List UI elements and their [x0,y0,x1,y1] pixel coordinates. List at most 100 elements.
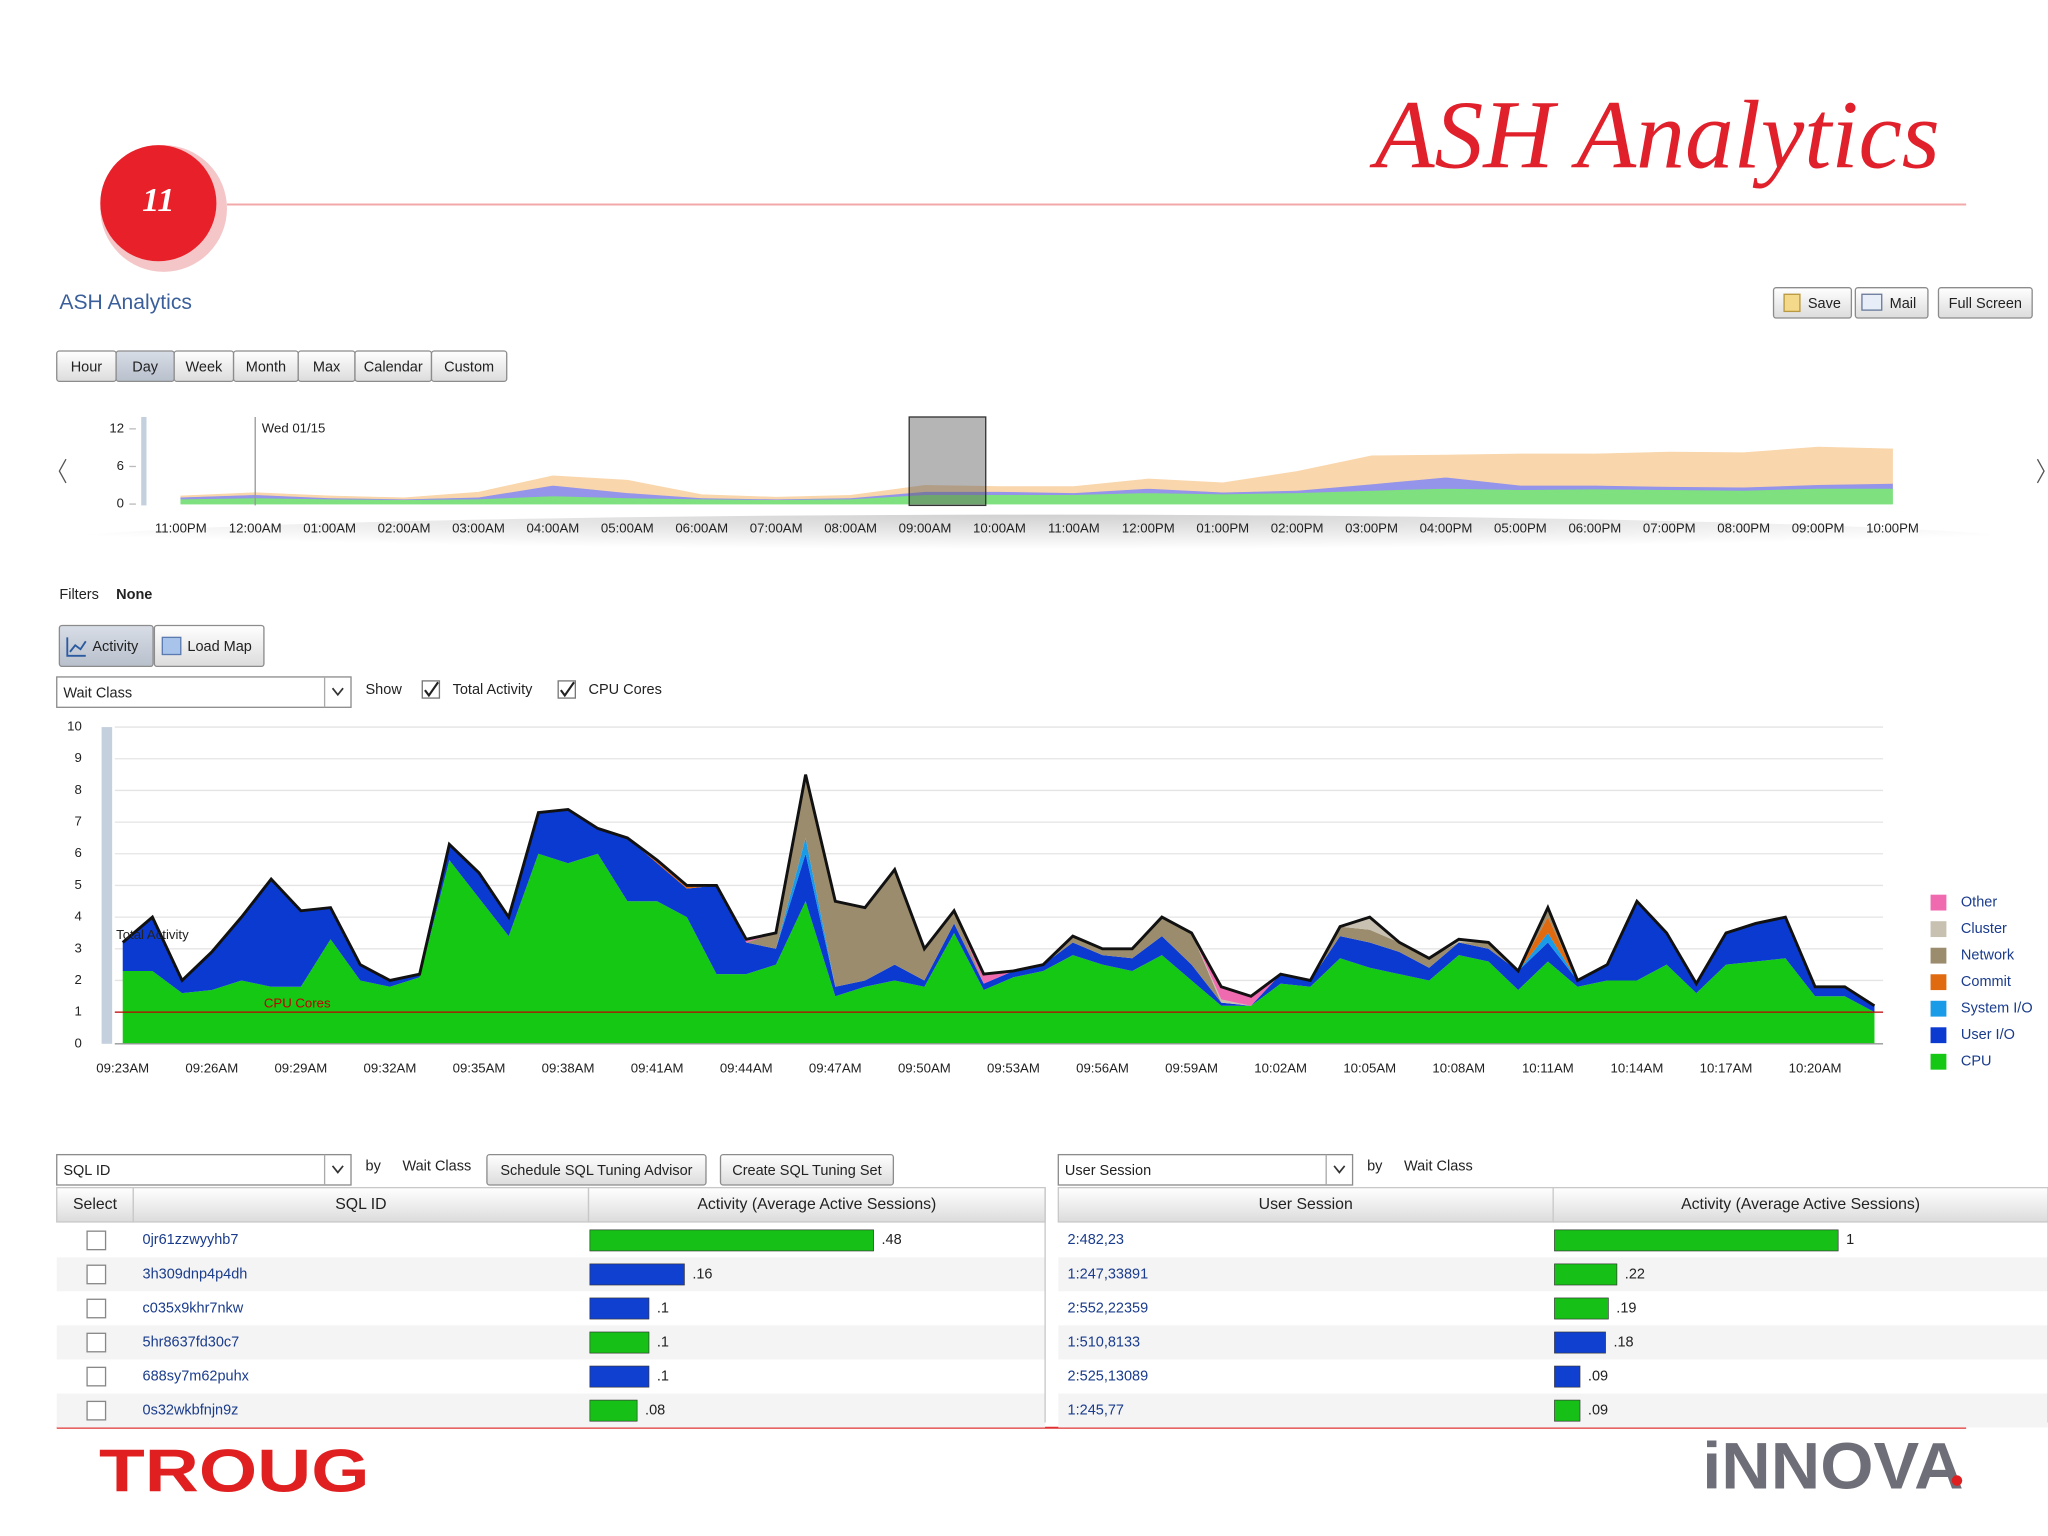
table-row [1058,1291,2048,1326]
table-row [56,1291,1046,1326]
table-row [56,1325,1046,1360]
x-tick-label: 09:41AM [631,1060,684,1075]
value-label: .09 [1588,1402,1608,1418]
range-button-label: Calendar [364,359,423,375]
legend-swatch [1930,947,1947,964]
action-button-label: Schedule SQL Tuning Advisor [500,1163,692,1179]
scroll-left[interactable] [58,458,67,484]
table-row [1058,1359,2048,1394]
sql-dropdown[interactable] [56,1153,352,1186]
row-id: 0s32wkbfnjn9z [143,1402,239,1418]
area [180,446,1893,500]
y-tick-label: 3 [74,940,81,955]
slide-number: 11 [142,181,174,219]
y-tick-label: 9 [74,750,81,765]
legend-swatch [1930,921,1947,938]
filters-value: None [116,587,152,603]
legend-swatch [1930,1000,1947,1017]
value-label: .19 [1616,1300,1636,1316]
x-tick-label: 01:00PM [1196,521,1249,536]
x-tick-label: 10:14AM [1611,1060,1664,1075]
x-tick-label: 10:02AM [1254,1060,1307,1075]
slide-title: ASH Analytics [1369,82,1940,190]
activity-icon [66,637,87,657]
column-header [1057,1186,1554,1223]
x-tick-label: 10:17AM [1700,1060,1753,1075]
value-label: .1 [657,1334,669,1350]
scroll-right[interactable] [2036,458,2045,484]
badge [100,145,217,262]
row-checkbox[interactable] [86,1332,107,1353]
x-tick-label: 09:00PM [1792,521,1845,536]
x-tick-label: 09:00AM [899,521,952,536]
row-checkbox[interactable] [86,1264,107,1285]
x-tick-label: 04:00AM [527,521,580,536]
value-label: .48 [881,1232,901,1248]
row-id: 1:510,8133 [1068,1334,1141,1350]
activity-bar [589,1297,650,1320]
value-label: .1 [657,1300,669,1316]
row-checkbox[interactable] [86,1230,107,1251]
filters-label: Filters [59,587,98,603]
dimension-dropdown-value: Wait Class [63,685,132,701]
x-tick-label: 10:05AM [1343,1060,1396,1075]
value-label: .16 [692,1266,712,1282]
x-tick-label: 08:00AM [824,521,877,536]
x-tick-label: 05:00PM [1494,521,1547,536]
action-button-label: Create SQL Tuning Set [732,1163,881,1179]
dimension-dropdown[interactable] [56,676,352,708]
session-dropdown[interactable] [1057,1153,1354,1186]
x-tick-label: 09:56AM [1076,1060,1129,1075]
group-label: Wait Class [402,1158,471,1174]
value-label: .18 [1613,1334,1633,1350]
x-tick-label: 01:00AM [303,521,356,536]
row-checkbox[interactable] [86,1400,107,1421]
selection-window[interactable] [908,416,987,507]
sql-dropdown-value: SQL ID [63,1163,110,1179]
legend-swatch [1930,894,1947,911]
action-button[interactable] [486,1153,707,1186]
y-tick-label: 7 [74,814,81,829]
x-tick-label: 09:26AM [185,1060,238,1075]
column-header-label: SQL ID [335,1196,386,1213]
row-id: 5hr8637fd30c7 [143,1334,240,1350]
row-checkbox[interactable] [86,1298,107,1319]
area [122,853,1875,1044]
view-button[interactable] [153,624,265,668]
x-tick-label: 05:00AM [601,521,654,536]
x-tick-label: 09:32AM [364,1060,417,1075]
activity-bar [1554,1331,1606,1354]
legend-swatch [1930,974,1947,991]
row-checkbox[interactable] [86,1366,107,1387]
show-label: Show [366,682,403,698]
sql-dropdown-arrow [331,1165,344,1174]
row-id: 688sy7m62puhx [143,1368,250,1384]
toolbar-button[interactable] [1937,287,2033,319]
x-tick-label: 11:00PM [155,521,207,536]
range-button[interactable] [430,350,508,383]
view-button-label: Load Map [187,639,252,655]
x-tick-label: 10:20AM [1789,1060,1842,1075]
table-row [56,1393,1046,1428]
legend-label: Other [1961,894,1997,910]
x-tick-label: 03:00PM [1345,521,1398,536]
column-header-label: Activity (Average Active Sessions) [1681,1196,1920,1213]
legend-label: CPU [1961,1054,1992,1070]
y-tick-label: 0 [74,1035,81,1050]
y-tick-label: 6 [74,845,81,860]
x-tick-label: 07:00AM [750,521,803,536]
checkmark [559,681,575,698]
y-tick-label: 5 [74,877,81,892]
table-row [1058,1393,2048,1428]
x-tick-label: 10:11AM [1522,1060,1574,1075]
overview-shadow-mask [52,554,2048,581]
table-row [56,1223,1046,1258]
legend-swatch [1930,1053,1947,1070]
column-header-label: Select [73,1196,118,1213]
x-tick-label: 06:00AM [675,521,728,536]
action-button[interactable] [719,1153,895,1186]
session-dropdown-value: User Session [1065,1163,1151,1179]
activity-bar [589,1399,638,1422]
checkbox-label: Total Activity [453,682,534,698]
table-row [56,1359,1046,1394]
